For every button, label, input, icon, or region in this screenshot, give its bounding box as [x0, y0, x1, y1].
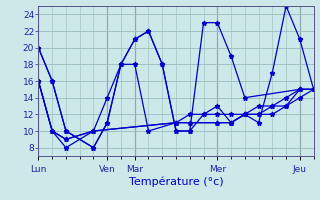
- X-axis label: Température (°c): Température (°c): [129, 177, 223, 187]
